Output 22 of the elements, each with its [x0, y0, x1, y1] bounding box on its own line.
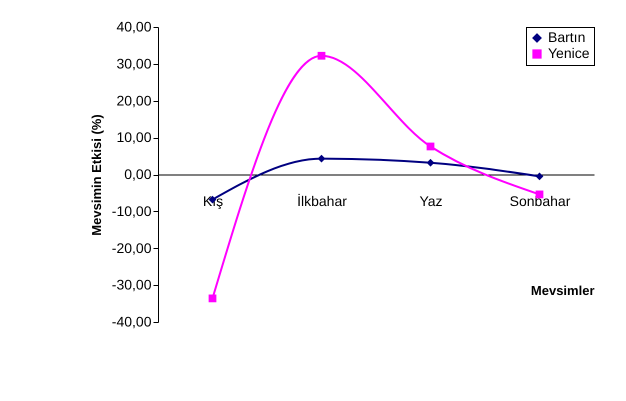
point: [318, 154, 326, 163]
y-tick-label: -20,00: [112, 240, 152, 256]
y-tick-label: 30,00: [116, 55, 152, 72]
y-tick-label: -10,00: [112, 202, 152, 219]
y-tick-label: 0,00: [124, 166, 152, 182]
y-tick-label: 40,00: [116, 18, 152, 34]
point: [208, 294, 216, 302]
y-tick-label: 20,00: [116, 92, 152, 108]
point: [426, 142, 434, 150]
y-tick-label: -30,00: [112, 276, 152, 293]
point: [536, 172, 544, 180]
y-tick-label: -40,00: [112, 314, 152, 330]
y-tick-label: 10,00: [116, 129, 152, 146]
x-tick-label: Sonbahar: [510, 193, 571, 209]
x-axis-title: Mevsimler: [530, 283, 594, 298]
y-axis-title: Mevsimin Etkisi (%): [88, 114, 104, 236]
point: [426, 158, 434, 167]
point: [318, 52, 326, 60]
x-tick-label: İlkbahar: [297, 193, 348, 209]
legend-label: Bartın: [548, 29, 586, 45]
legend-label: Yenice: [548, 45, 590, 61]
x-tick-label: Yaz: [419, 193, 443, 209]
